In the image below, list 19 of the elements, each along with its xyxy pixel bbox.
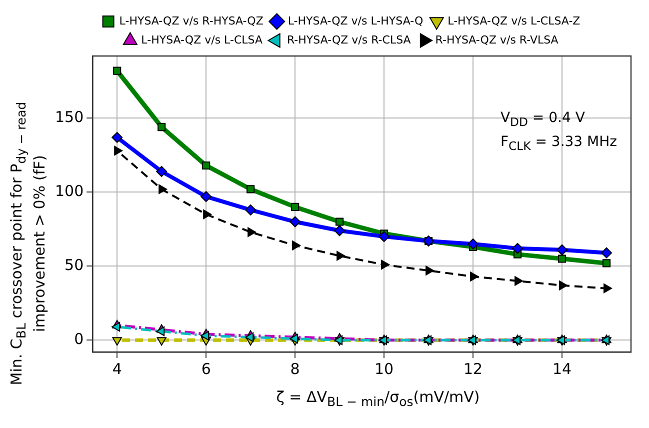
legend-label: L-HYSA-QZ v/s L-HYSA-Q — [288, 14, 424, 28]
legend-label: L-HYSA-QZ v/s L-CLSA — [141, 33, 263, 46]
y-tick-label: 50 — [64, 256, 84, 274]
x-tick-label: 12 — [464, 360, 483, 378]
legend-label: L-HYSA-QZ v/s L-CLSA-Z — [448, 14, 581, 28]
x-tick-label: 4 — [112, 360, 122, 378]
annotation: V$_{DD}$ = 0.4 V — [500, 109, 586, 131]
x-tick-label: 6 — [201, 360, 211, 378]
annotation: F$_{CLK}$ = 3.33 MHz — [500, 132, 617, 155]
x-tick-label: 14 — [552, 360, 572, 378]
x-axis-title: ζ = ΔV$_{BL − min}$/σ$_{os}$(mV/mV) — [275, 388, 481, 409]
legend-label: L-HYSA-QZ v/s R-HYSA-QZ — [119, 14, 264, 28]
x-tick-label: 10 — [374, 360, 394, 378]
y-tick-label: 150 — [54, 108, 84, 126]
y-tick-label: 100 — [54, 182, 84, 200]
legend-label: R-HYSA-QZ v/s R-VLSA — [435, 33, 559, 46]
y-tick-label: 0 — [74, 330, 84, 348]
x-tick-label: 8 — [290, 360, 300, 378]
legend-label: R-HYSA-QZ v/s R-CLSA — [286, 33, 412, 46]
